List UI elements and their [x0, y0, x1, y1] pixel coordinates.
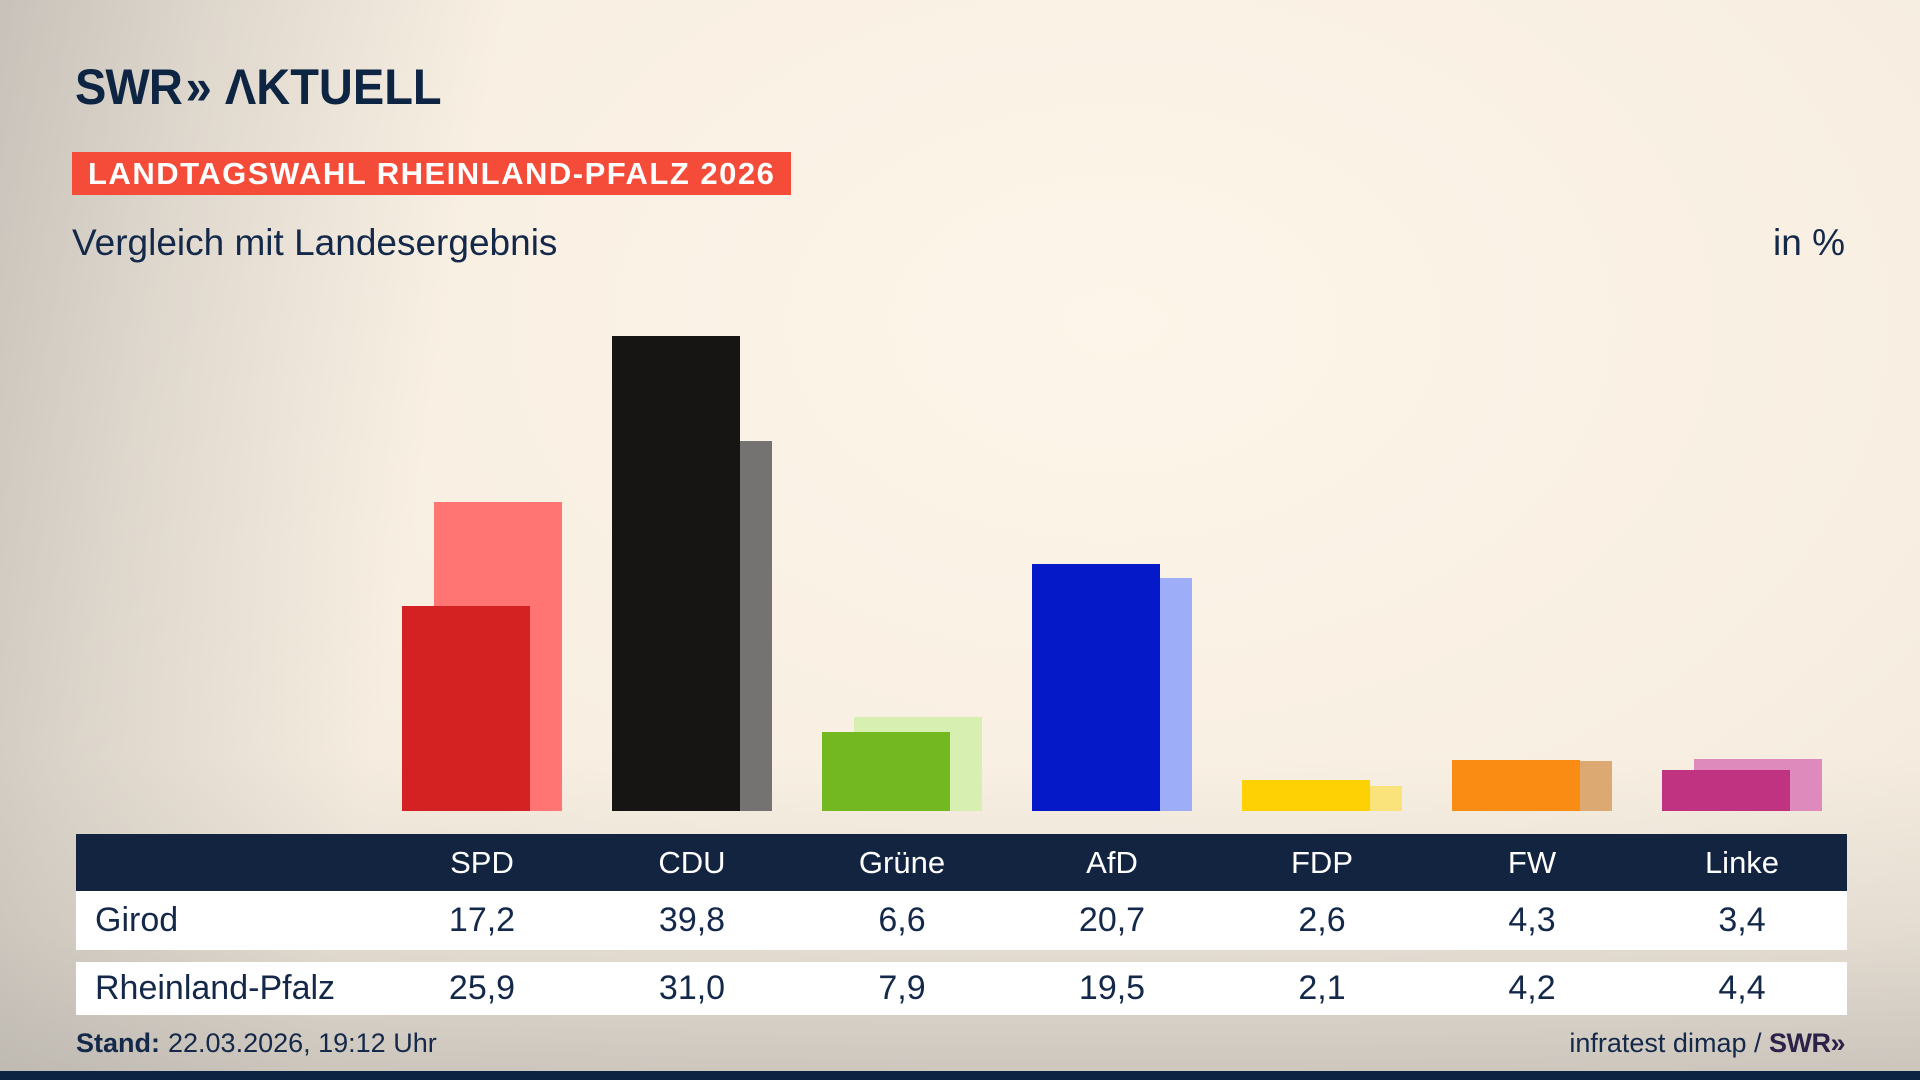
election-badge: LANDTAGSWAHL RHEINLAND-PFALZ 2026: [72, 152, 792, 195]
table-row-gap: [587, 950, 797, 962]
table-row-gap: [797, 950, 1007, 962]
source-text: infratest dimap /: [1569, 1028, 1769, 1058]
table-cell-girod-linke: 3,4: [1637, 891, 1847, 950]
table-cell-girod-spd: 17,2: [377, 891, 587, 950]
stand-value: 22.03.2026, 19:12 Uhr: [168, 1028, 437, 1058]
table-cell-rheinlandpfalz-grune: 7,9: [797, 962, 1007, 1015]
table-header-cell-afd: AfD: [1007, 834, 1217, 891]
table-cell-rheinlandpfalz-fdp: 2,1: [1217, 962, 1427, 1015]
logo-swr-text: SWR: [75, 59, 183, 115]
row-label-rheinlandpfalz: Rheinland-Pfalz: [76, 962, 377, 1015]
table-header-cell-empty: [76, 834, 377, 891]
table-row-gap: [76, 950, 377, 962]
table-header-cell-grune: Grüne: [797, 834, 1007, 891]
table-header-cell-spd: SPD: [377, 834, 587, 891]
bottom-bar: [0, 1071, 1920, 1080]
table-row-gap: [377, 950, 587, 962]
bar-foreground-spd: [402, 605, 530, 811]
table-cell-rheinlandpfalz-afd: 19,5: [1007, 962, 1217, 1015]
table-row-gap: [1007, 950, 1217, 962]
table-cell-girod-fdp: 2,6: [1217, 891, 1427, 950]
logo-aktuell-text: ΛKTUELL: [224, 59, 442, 115]
table-cell-rheinlandpfalz-spd: 25,9: [377, 962, 587, 1015]
table-cell-girod-fw: 4,3: [1427, 891, 1637, 950]
bar-foreground-cdu: [612, 336, 740, 811]
bar-foreground-afd: [1032, 564, 1160, 811]
logo-chevron-icon: »: [185, 59, 212, 115]
bar-foreground-linke: [1662, 770, 1790, 811]
table-row-gap: [1217, 950, 1427, 962]
table-cell-rheinlandpfalz-cdu: 31,0: [587, 962, 797, 1015]
bar-foreground-fw: [1452, 759, 1580, 811]
swr-aktuell-logo: SWR» ΛKTUELL: [75, 58, 442, 116]
table-header-cell-cdu: CDU: [587, 834, 797, 891]
chart-title: Vergleich mit Landesergebnis: [72, 222, 558, 263]
table-cell-girod-afd: 20,7: [1007, 891, 1217, 950]
bar-foreground-fdp: [1242, 780, 1370, 811]
table-cell-girod-grune: 6,6: [797, 891, 1007, 950]
table-row-gap: [1427, 950, 1637, 962]
table-cell-girod-cdu: 39,8: [587, 891, 797, 950]
stand-label: Stand:: [76, 1028, 160, 1058]
table-cell-rheinlandpfalz-fw: 4,2: [1427, 962, 1637, 1015]
table-header-cell-linke: Linke: [1637, 834, 1847, 891]
source-brand-logo: SWR»: [1768, 1028, 1846, 1058]
table-row-gap: [1637, 950, 1847, 962]
row-label-girod: Girod: [76, 891, 377, 950]
results-table: SPD CDU Grüne AfD FDP FW Linke Girod 17,2 39,8 6,6…: [76, 834, 1847, 1015]
table-cell-rheinlandpfalz-linke: 4,4: [1637, 962, 1847, 1015]
bar-foreground-grune: [822, 732, 950, 811]
footer-stand: Stand: 22.03.2026, 19:12 Uhr: [76, 1028, 437, 1059]
chart-unit-label: in %: [1773, 222, 1845, 263]
table-header-cell-fw: FW: [1427, 834, 1637, 891]
footer-source: infratest dimap / SWR»: [1569, 1028, 1845, 1059]
bar-chart: [402, 336, 1822, 811]
table-header-cell-fdp: FDP: [1217, 834, 1427, 891]
